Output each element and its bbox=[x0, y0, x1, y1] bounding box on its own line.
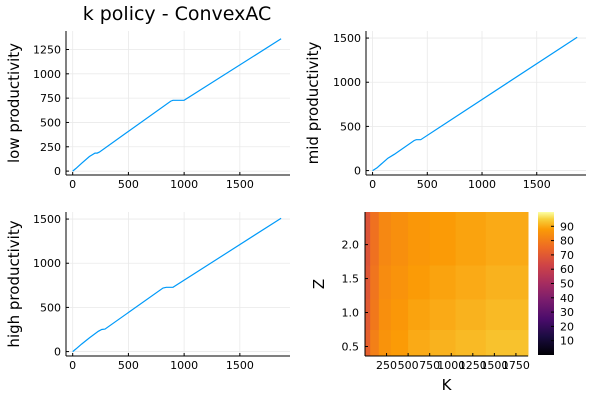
heatmap-cell bbox=[378, 264, 392, 300]
y-tick-label: 250 bbox=[40, 141, 61, 154]
colorbar-tick-label: 30 bbox=[560, 306, 574, 319]
figure-title: k policy - ConvexAC bbox=[83, 3, 272, 25]
y-tick-label: 2.0 bbox=[342, 239, 360, 252]
colorbar-tick-label: 60 bbox=[560, 263, 574, 276]
y-tick-label: 0 bbox=[354, 165, 361, 178]
panel-mid-productivity: 0 500 1000 1500 0 500 1000 1500 mid productivity bbox=[304, 31, 586, 191]
x-tick-label: 0 bbox=[69, 359, 76, 372]
series-line bbox=[372, 36, 578, 172]
y-tick-label: 1250 bbox=[33, 43, 61, 56]
y-axis-label: low productivity bbox=[5, 43, 23, 163]
colorbar-tick-label: 50 bbox=[560, 278, 574, 291]
x-tick-label: 1500 bbox=[226, 359, 254, 372]
x-tick-label: 750 bbox=[419, 359, 440, 372]
heatmap-cell bbox=[370, 298, 380, 331]
heatmap-cell bbox=[408, 329, 431, 357]
y-tick-label: 0 bbox=[54, 346, 61, 359]
x-tick-label: 1000 bbox=[468, 178, 496, 191]
x-tick-label: 1500 bbox=[226, 178, 254, 191]
y-axis-label: high productivity bbox=[5, 220, 23, 347]
heatmap-cell bbox=[365, 329, 371, 357]
heatmap-cell bbox=[429, 298, 457, 331]
heatmap-cell bbox=[485, 329, 529, 357]
x-tick-label: 1250 bbox=[459, 359, 487, 372]
x-tick-label: 500 bbox=[118, 178, 139, 191]
x-tick-label: 500 bbox=[118, 359, 139, 372]
y-tick-label: 1000 bbox=[33, 68, 61, 81]
x-tick-label: 250 bbox=[376, 359, 397, 372]
heatmap-cell bbox=[370, 212, 380, 266]
heatmap-cell bbox=[365, 264, 371, 300]
heatmap-cell bbox=[455, 212, 487, 266]
y-axis-label: mid productivity bbox=[304, 42, 322, 165]
x-tick-label: 1000 bbox=[170, 359, 198, 372]
colorbar-tick-label: 90 bbox=[560, 220, 574, 233]
heatmap-cell bbox=[370, 264, 380, 300]
y-axis-label: Z bbox=[310, 279, 328, 289]
x-tick-label: 1750 bbox=[502, 359, 530, 372]
heatmap-cell bbox=[365, 298, 371, 331]
heatmap-cell bbox=[485, 264, 529, 300]
y-tick-label: 1500 bbox=[333, 32, 361, 45]
y-tick-label: 0 bbox=[54, 165, 61, 178]
heatmap-cell bbox=[390, 264, 409, 300]
colorbar-tick-label: 80 bbox=[560, 235, 574, 248]
y-tick-label: 500 bbox=[40, 116, 61, 129]
heatmap-cell bbox=[378, 298, 392, 331]
x-tick-label: 1500 bbox=[523, 178, 551, 191]
colorbar-tick-label: 40 bbox=[560, 292, 574, 305]
x-tick-label: 500 bbox=[417, 178, 438, 191]
colorbar-tick-label: 10 bbox=[560, 335, 574, 348]
y-tick-label: 1.5 bbox=[342, 273, 360, 286]
heatmap-cell bbox=[390, 329, 409, 357]
y-tick-label: 0.5 bbox=[342, 340, 360, 353]
colorbar-gradient bbox=[538, 212, 554, 355]
colorbar-tick-label: 20 bbox=[560, 320, 574, 333]
heatmap-cell bbox=[429, 329, 457, 357]
y-tick-label: 1500 bbox=[33, 213, 61, 226]
heatmap-cell bbox=[408, 298, 431, 331]
panel-low-productivity: 0 500 1000 1500 0 250 500 750 1000 1250 low produc… bbox=[5, 31, 290, 191]
heatmap-cell bbox=[390, 298, 409, 331]
colorbar-tick-label: 70 bbox=[560, 249, 574, 262]
x-tick-label: 1000 bbox=[170, 178, 198, 191]
heatmap-cell bbox=[390, 212, 409, 266]
x-tick-label: 0 bbox=[69, 178, 76, 191]
series-line bbox=[72, 217, 282, 353]
heatmap-cell bbox=[378, 329, 392, 357]
series-line bbox=[72, 38, 282, 172]
heatmap-cell bbox=[429, 212, 457, 266]
y-tick-label: 1.0 bbox=[342, 307, 360, 320]
panel-high-productivity: 0 500 1000 1500 0 500 1000 1500 high productivit… bbox=[5, 212, 290, 372]
heatmap-cell bbox=[365, 212, 371, 266]
y-tick-label: 500 bbox=[40, 301, 61, 314]
x-tick-label: 0 bbox=[369, 178, 376, 191]
heatmap-cell bbox=[485, 212, 529, 266]
x-tick-label: 1000 bbox=[437, 359, 465, 372]
y-tick-label: 750 bbox=[40, 92, 61, 105]
heatmap-cell bbox=[455, 264, 487, 300]
x-axis-label: K bbox=[442, 376, 453, 394]
heatmap-cell bbox=[455, 329, 487, 357]
heatmap-cell bbox=[408, 264, 431, 300]
heatmap-cell bbox=[455, 298, 487, 331]
x-tick-label: 500 bbox=[398, 359, 419, 372]
y-tick-label: 1000 bbox=[333, 76, 361, 89]
heatmap-cell bbox=[485, 298, 529, 331]
y-tick-label: 1000 bbox=[33, 257, 61, 270]
y-tick-label: 500 bbox=[340, 120, 361, 133]
heatmap-cell bbox=[378, 212, 392, 266]
heatmap-cell bbox=[370, 329, 380, 357]
x-tick-label: 1500 bbox=[480, 359, 508, 372]
heatmap-cell bbox=[408, 212, 431, 266]
heatmap-cell bbox=[429, 264, 457, 300]
